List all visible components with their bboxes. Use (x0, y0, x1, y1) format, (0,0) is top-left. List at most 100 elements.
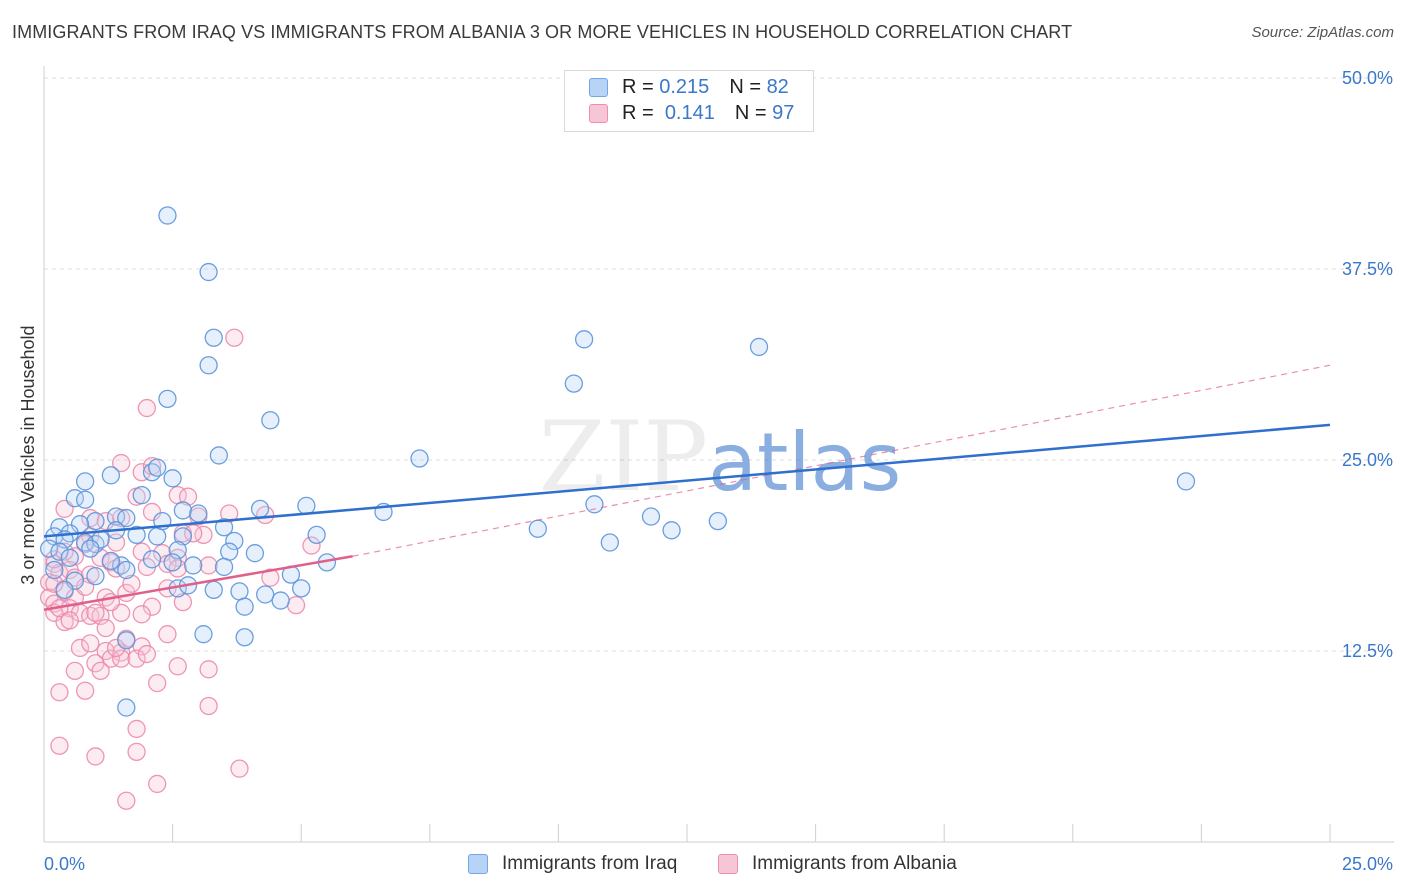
correlation-legend: R = 0.215 N = 82 R = 0.141 N = 97 (564, 70, 814, 132)
iraq-point (86, 511, 105, 531)
albania-point (230, 759, 249, 778)
trend-lines (43, 364, 1331, 611)
iraq-point (50, 542, 69, 561)
albania-point (127, 742, 146, 761)
iraq-point (189, 504, 208, 523)
albania-point (142, 597, 162, 616)
iraq-point (641, 507, 661, 526)
albania-point (220, 504, 239, 523)
albania-point (50, 683, 69, 702)
albania-point (81, 508, 100, 528)
grid-lines (44, 77, 1394, 652)
albania-point (199, 696, 218, 716)
iraq-point (204, 328, 223, 347)
legend-r-value-albania: 0.141 (664, 101, 715, 124)
y-tick-label: 25.0% (1342, 450, 1393, 470)
iraq-point (101, 551, 121, 570)
iraq-point (158, 206, 177, 225)
iraq-point (245, 544, 265, 563)
iraq-point (230, 582, 249, 601)
albania-point (91, 548, 110, 567)
albania-point (261, 568, 280, 587)
iraq-point (225, 531, 244, 551)
iraq-point (708, 511, 728, 531)
albania-point (65, 661, 85, 681)
iraq-point (163, 553, 182, 572)
y-tick-label: 12.5% (1342, 641, 1393, 661)
iraq-point (86, 566, 105, 586)
iraq-point (101, 466, 121, 485)
y-tick-label: 50.0% (1342, 68, 1393, 88)
iraq-point (117, 698, 136, 717)
albania-point (286, 596, 306, 615)
albania-point (91, 661, 110, 681)
iraq-point (564, 374, 583, 393)
albania-point (178, 487, 198, 506)
iraq-point (199, 262, 218, 282)
albania-point (76, 681, 95, 700)
albania-point (50, 736, 69, 755)
iraq-point (76, 472, 95, 491)
iraq-point (220, 542, 239, 561)
legend-n-value-iraq: 82 (766, 75, 789, 98)
iraq-point (148, 458, 167, 477)
iraq-point (749, 337, 769, 357)
iraq-points (39, 206, 1196, 717)
iraq-point (410, 449, 429, 468)
albania-point (302, 536, 321, 555)
iraq-point (117, 560, 136, 580)
albania-point (86, 603, 105, 622)
iraq-point (292, 579, 311, 598)
iraq-point (127, 525, 146, 545)
axes (43, 66, 1394, 843)
watermark: ZIPatlas (539, 401, 902, 513)
albania-point (148, 774, 167, 794)
iraq-point (600, 533, 619, 552)
iraq-point (173, 527, 193, 546)
chart-title: IMMIGRANTS FROM IRAQ VS IMMIGRANTS FROM … (12, 22, 1073, 42)
albania-point (117, 791, 136, 810)
legend-row-albania: R = 0.141 N = 97 (589, 101, 794, 125)
albania-point (132, 605, 151, 624)
bottom-legend-swatch-iraq (468, 854, 488, 874)
albania-point (168, 657, 187, 676)
albania-point (122, 574, 141, 593)
iraq-point (132, 485, 151, 505)
iraq-point (39, 539, 59, 558)
iraq-point (250, 499, 270, 519)
iraq-point (199, 356, 218, 375)
albania-point (86, 747, 105, 766)
legend-row-iraq: R = 0.215 N = 82 (589, 75, 789, 99)
legend-n-label: N = (729, 75, 761, 98)
iraq-point (148, 527, 167, 546)
albania-trend-line (43, 555, 353, 611)
albania-point (225, 328, 244, 347)
iraq-point (55, 580, 74, 600)
albania-point (45, 574, 64, 593)
iraq-point (117, 631, 136, 650)
albania-point (158, 625, 177, 644)
albania-point (137, 644, 157, 664)
albania-point (148, 673, 167, 693)
iraq-point (194, 625, 213, 644)
iraq-point (142, 550, 162, 569)
albania-point (112, 453, 131, 473)
albania-point (184, 524, 203, 543)
bottom-legend-albania: Immigrants from Albania (718, 852, 957, 876)
iraq-point (117, 508, 136, 528)
albania-point (173, 592, 193, 612)
albania-point (137, 398, 157, 418)
x-tick-label-max: 25.0% (1342, 854, 1393, 874)
iraq-point (214, 518, 234, 537)
albania-trend-extension (352, 364, 1331, 557)
iraq-point (271, 591, 290, 610)
watermark-text: ZIPatlas (539, 401, 902, 513)
albania-points (39, 328, 321, 810)
legend-swatch-iraq (589, 77, 608, 97)
iraq-point (235, 628, 254, 647)
iraq-point (76, 490, 95, 509)
iraq-trend-line (43, 423, 1331, 538)
source-label: Source: ZipAtlas.com (1251, 24, 1394, 41)
iraq-point (209, 446, 229, 465)
albania-point (127, 649, 146, 668)
